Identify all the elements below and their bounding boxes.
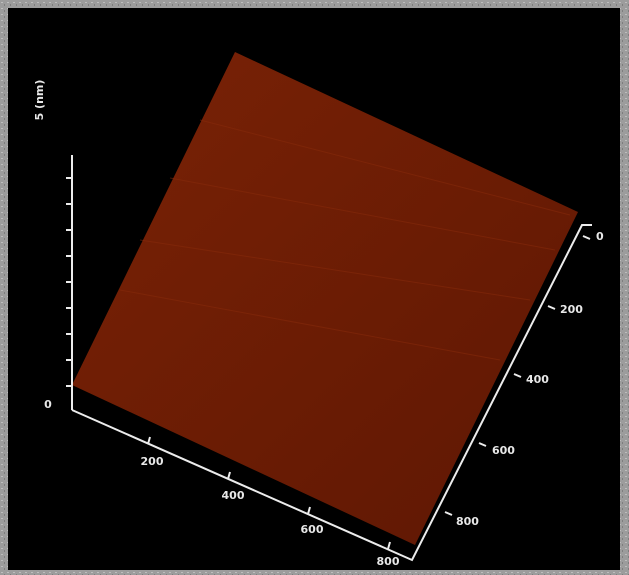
y-tick-label: 800	[456, 515, 479, 528]
afm-view: 5 (nm) 0 200 400 600 800 0 200 400 600 8…	[0, 0, 629, 575]
y-tick-label: 600	[492, 444, 515, 457]
page: 5 (nm) 0 200 400 600 800 0 200 400 600 8…	[0, 0, 629, 575]
y-tick-label: 400	[526, 373, 549, 386]
z-axis-label: 5 (nm)	[33, 80, 46, 121]
z-tick-label: 0	[44, 398, 52, 411]
x-tick-label: 800	[377, 555, 400, 568]
y-tick-label: 0	[596, 230, 604, 243]
x-tick-label: 600	[301, 523, 324, 536]
x-tick-label: 200	[141, 455, 164, 468]
x-tick-label: 400	[222, 489, 245, 502]
y-tick-label: 200	[560, 303, 583, 316]
